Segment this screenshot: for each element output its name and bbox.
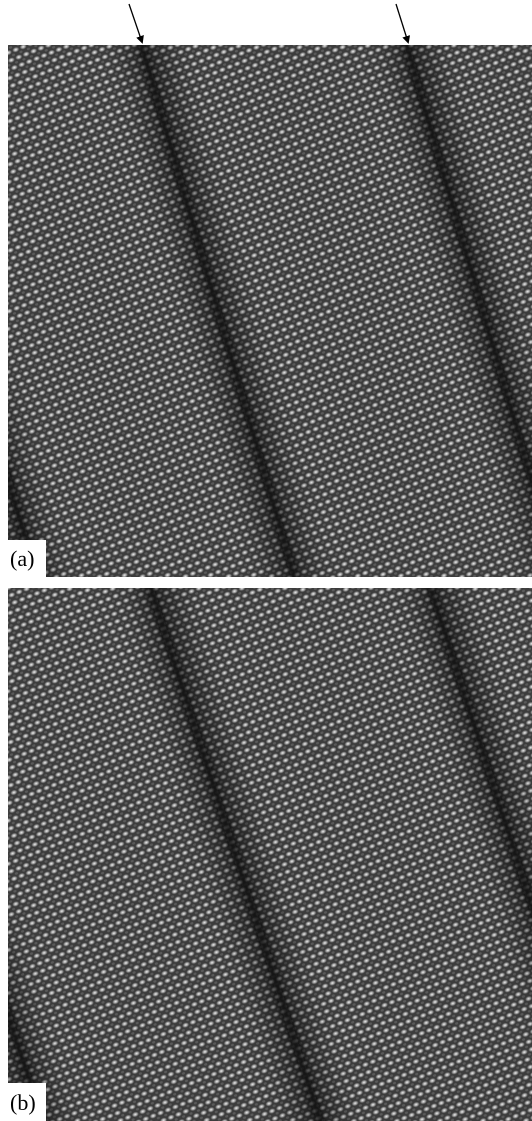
panel-label: (b) bbox=[10, 1090, 36, 1115]
arrow bbox=[129, 4, 142, 42]
page: (a) (b) (() => { const data = JSON.parse… bbox=[0, 0, 532, 1121]
figure: (a) (b) bbox=[0, 0, 532, 1121]
panel-image bbox=[0, 570, 532, 1121]
panel-image bbox=[0, 30, 532, 600]
arrow bbox=[396, 4, 408, 42]
panel-label: (a) bbox=[10, 546, 34, 571]
